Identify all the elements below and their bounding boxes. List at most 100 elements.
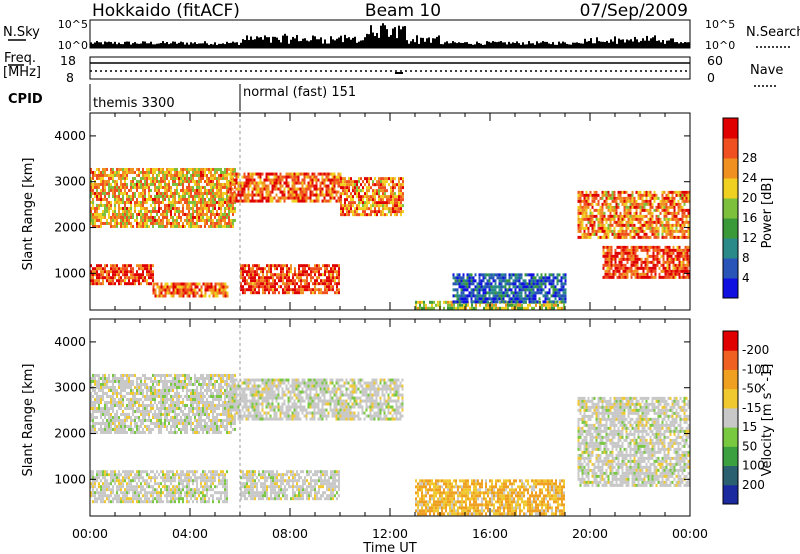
- heatmap-cell: [96, 430, 98, 434]
- heatmap-cell: [108, 182, 110, 186]
- heatmap-cell: [110, 176, 112, 180]
- heatmap-cell: [668, 266, 671, 270]
- heatmap-cell: [452, 282, 455, 286]
- heatmap-cell: [603, 211, 606, 215]
- heatmap-cell: [152, 218, 154, 222]
- heatmap-cell: [194, 191, 196, 195]
- heatmap-cell: [250, 282, 252, 286]
- heatmap-cell: [330, 276, 332, 280]
- heatmap-cell: [618, 269, 621, 273]
- heatmap-cell: [643, 190, 646, 194]
- heatmap-cell: [102, 379, 104, 383]
- heatmap-cell: [366, 204, 368, 208]
- noise-bar: [174, 41, 176, 48]
- heatmap-cell: [541, 306, 543, 310]
- heatmap-cell: [218, 206, 220, 210]
- heatmap-cell: [138, 191, 140, 195]
- heatmap-cell: [134, 194, 136, 198]
- heatmap-cell: [227, 196, 230, 200]
- heatmap-cell: [90, 382, 92, 386]
- heatmap-cell: [294, 270, 296, 274]
- heatmap-cell: [645, 193, 648, 197]
- heatmap-cell: [216, 291, 219, 295]
- heatmap-cell: [382, 213, 384, 217]
- heatmap-cell: [453, 303, 455, 307]
- heatmap-cell: [172, 206, 174, 210]
- heatmap-cell: [577, 223, 580, 227]
- heatmap-cell: [142, 276, 144, 280]
- heatmap-cell: [262, 282, 264, 286]
- heatmap-cell: [329, 172, 332, 176]
- heatmap-cell: [317, 172, 320, 176]
- heatmap-cell: [647, 190, 650, 194]
- heatmap-cell: [162, 224, 164, 228]
- heatmap-cell: [530, 279, 533, 283]
- heatmap-cell: [337, 184, 340, 188]
- heatmap-cell: [639, 196, 642, 200]
- heatmap-cell: [577, 205, 580, 209]
- heatmap-cell: [290, 288, 292, 292]
- heatmap-cell: [243, 187, 246, 191]
- heatmap-cell: [102, 394, 104, 398]
- heatmap-cell: [255, 181, 258, 185]
- heatmap-cell: [615, 202, 618, 206]
- noise-bar: [388, 36, 390, 48]
- heatmap-cell: [538, 276, 541, 280]
- heatmap-cell: [621, 199, 624, 203]
- heatmap-cell: [639, 229, 642, 233]
- heatmap-cell: [316, 288, 318, 292]
- heatmap-cell: [241, 199, 244, 203]
- heatmap-cell: [92, 406, 94, 410]
- heatmap-cell: [623, 223, 626, 227]
- heatmap-cell: [130, 197, 132, 201]
- heatmap-cell: [478, 276, 481, 280]
- heatmap-cell: [148, 270, 150, 274]
- heatmap-cell: [92, 415, 94, 419]
- heatmap-cell: [298, 270, 300, 274]
- heatmap-cell: [374, 189, 376, 193]
- heatmap-cell: [290, 267, 292, 271]
- noise-bar: [626, 39, 628, 48]
- heatmap-cell: [176, 224, 178, 228]
- heatmap-cell: [674, 248, 677, 252]
- heatmap-cell: [152, 282, 155, 286]
- heatmap-cell: [110, 218, 112, 222]
- heatmap-cell: [564, 276, 567, 280]
- heatmap-cell: [170, 167, 172, 171]
- heatmap-cell: [104, 194, 106, 198]
- heatmap-cell: [415, 306, 417, 310]
- heatmap-cell: [609, 211, 612, 215]
- heatmap-cell: [344, 186, 346, 190]
- heatmap-cell: [96, 276, 98, 280]
- heatmap-cell: [220, 200, 222, 204]
- heatmap-cell: [514, 294, 517, 298]
- heatmap-cell: [581, 226, 584, 230]
- heatmap-cell: [245, 181, 248, 185]
- heatmap-cell: [627, 196, 630, 200]
- heatmap-cell: [302, 267, 304, 271]
- noise-bar: [512, 42, 514, 48]
- heatmap-cell: [240, 285, 242, 289]
- heatmap-cell: [214, 176, 216, 180]
- heatmap-cell: [112, 194, 114, 198]
- heatmap-cell: [196, 206, 198, 210]
- heatmap-cell: [614, 269, 617, 273]
- heatmap-cell: [178, 294, 181, 298]
- heatmap-cell: [542, 300, 545, 304]
- heatmap-cell: [249, 181, 252, 185]
- heatmap-cell: [286, 264, 288, 268]
- heatmap-cell: [198, 182, 200, 186]
- heatmap-cell: [224, 294, 227, 298]
- heatmap-cell: [247, 187, 250, 191]
- heatmap-cell: [617, 232, 620, 236]
- noise-bar: [152, 44, 154, 48]
- heatmap-cell: [514, 276, 517, 280]
- heatmap-cell: [202, 203, 204, 207]
- heatmap-cell: [224, 206, 226, 210]
- heatmap-cell: [102, 418, 104, 422]
- heatmap-cell: [627, 214, 630, 218]
- heatmap-cell: [247, 172, 250, 176]
- heatmap-cell: [650, 272, 653, 276]
- heatmap-cell: [176, 170, 178, 174]
- heatmap-cell: [583, 202, 586, 206]
